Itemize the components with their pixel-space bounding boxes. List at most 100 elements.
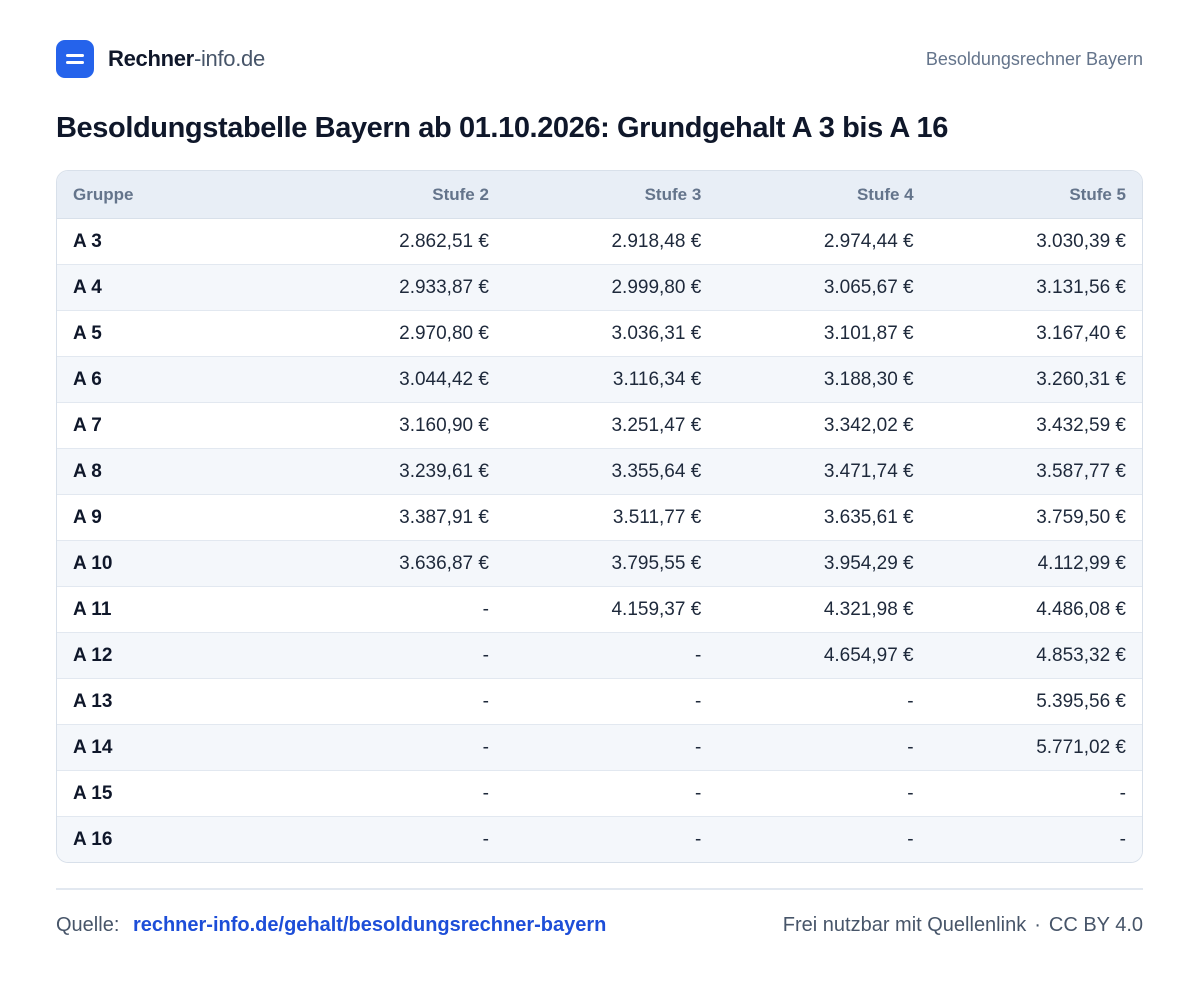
cell-stufe-5: 3.260,31 € (929, 356, 1142, 403)
table-row: A 15- - - - (57, 770, 1142, 817)
cell-stufe-2: 3.239,61 € (292, 448, 505, 495)
cell-gruppe: A 12 (57, 632, 293, 679)
cell-stufe-5: 3.131,56 € (929, 264, 1142, 311)
cell-stufe-5: 3.432,59 € (929, 402, 1142, 449)
footer-divider (56, 888, 1143, 890)
cell-stufe-3: - (504, 816, 718, 862)
cell-stufe-3: 4.159,37 € (504, 586, 718, 633)
brand-name: Rechner-info.de (108, 46, 265, 72)
cell-stufe-4: 3.954,29 € (717, 540, 930, 587)
cell-stufe-5: - (929, 770, 1142, 817)
cell-gruppe: A 4 (57, 264, 293, 311)
column-header-stufe-2: Stufe 2 (292, 171, 505, 219)
table-row: A 10 3.636,87 €3.795,55 €3.954,29 €4.112,… (57, 540, 1142, 587)
cell-stufe-5: 5.395,56 € (929, 678, 1142, 725)
footer: Quelle: rechner-info.de/gehalt/besoldung… (56, 914, 1143, 937)
source: Quelle: rechner-info.de/gehalt/besoldung… (56, 914, 606, 937)
cell-stufe-2: 3.636,87 € (292, 540, 505, 587)
cell-gruppe: A 5 (57, 310, 293, 357)
cell-stufe-5: 4.853,32 € (929, 632, 1142, 679)
table-row: A 12- -4.654,97 €4.853,32 € (57, 632, 1142, 679)
cell-stufe-3: 2.918,48 € (504, 218, 718, 265)
cell-gruppe: A 14 (57, 724, 293, 771)
table-row: A 7 3.160,90 €3.251,47 €3.342,02 €3.432,5… (57, 402, 1142, 449)
cell-stufe-3: - (504, 632, 718, 679)
table-body: A 3 2.862,51 €2.918,48 €2.974,44 €3.030,3… (57, 218, 1142, 862)
cell-stufe-2: 2.970,80 € (292, 310, 505, 357)
cell-gruppe: A 8 (57, 448, 293, 495)
header-right-label: Besoldungsrechner Bayern (925, 48, 1143, 69)
cell-gruppe: A 16 (57, 816, 293, 862)
table-row: A 9 3.387,91 €3.511,77 €3.635,61 €3.759,5… (57, 494, 1142, 541)
cell-stufe-2: - (292, 632, 505, 679)
cell-gruppe: A 15 (57, 770, 293, 817)
cell-gruppe: A 3 (57, 218, 293, 265)
cell-stufe-4: 3.065,67 € (717, 264, 930, 311)
license-text: Frei nutzbar mit Quellenlink (782, 914, 1027, 936)
cell-gruppe: A 6 (57, 356, 293, 403)
logo-bar-bottom (66, 61, 84, 64)
brand-name-light: -info.de (193, 46, 265, 71)
page: Rechner-info.de Besoldungsrechner Bayern… (56, 40, 1143, 937)
table-row: A 6 3.044,42 €3.116,34 €3.188,30 €3.260,3… (57, 356, 1142, 403)
table-row: A 14- - -5.771,02 € (57, 724, 1142, 771)
cell-stufe-5: 3.587,77 € (929, 448, 1142, 495)
cell-stufe-3: - (504, 770, 718, 817)
cell-stufe-2: 3.387,91 € (292, 494, 505, 541)
table-header: Gruppe Stufe 2 Stufe 3 Stufe 4 Stufe 5 (57, 171, 1142, 219)
cell-stufe-3: 3.116,34 € (504, 356, 718, 403)
cell-stufe-2: 2.862,51 € (292, 218, 505, 265)
cell-gruppe: A 10 (57, 540, 293, 587)
cell-stufe-3: - (504, 678, 718, 725)
cell-stufe-5: 3.030,39 € (929, 218, 1142, 265)
brand[interactable]: Rechner-info.de (56, 40, 265, 78)
cell-stufe-5: - (929, 816, 1142, 862)
column-header-stufe-4: Stufe 4 (717, 171, 930, 219)
license-info: Frei nutzbar mit Quellenlink · CC BY 4.0 (783, 914, 1143, 937)
cell-stufe-5: 4.486,08 € (929, 586, 1142, 633)
cell-gruppe: A 13 (57, 678, 293, 725)
table-row: A 11-4.159,37 €4.321,98 €4.486,08 € (57, 586, 1142, 633)
source-link[interactable]: rechner-info.de/gehalt/besoldungsrechner… (132, 914, 607, 936)
cell-stufe-3: 2.999,80 € (504, 264, 718, 311)
salary-table: Gruppe Stufe 2 Stufe 3 Stufe 4 Stufe 5 A… (57, 171, 1142, 862)
cell-stufe-2: 3.044,42 € (292, 356, 505, 403)
column-header-stufe-3: Stufe 3 (504, 171, 718, 219)
cell-stufe-3: 3.511,77 € (504, 494, 718, 541)
cell-stufe-3: 3.795,55 € (504, 540, 718, 587)
column-header-stufe-5: Stufe 5 (929, 171, 1142, 219)
table-row: A 13- - -5.395,56 € (57, 678, 1142, 725)
cell-stufe-4: - (717, 816, 930, 862)
cell-stufe-4: - (717, 724, 930, 771)
license-name: CC BY 4.0 (1048, 914, 1143, 936)
page-title: Besoldungstabelle Bayern ab 01.10.2026: … (56, 112, 948, 144)
cell-stufe-5: 3.759,50 € (929, 494, 1142, 541)
header: Rechner-info.de Besoldungsrechner Bayern (56, 40, 1143, 78)
cell-stufe-2: - (292, 678, 505, 725)
equals-icon (56, 40, 94, 78)
cell-stufe-2: - (292, 816, 505, 862)
cell-stufe-2: - (292, 770, 505, 817)
cell-stufe-5: 4.112,99 € (929, 540, 1142, 587)
cell-stufe-4: - (717, 770, 930, 817)
brand-name-strong: Rechner (108, 46, 194, 71)
cell-gruppe: A 7 (57, 402, 293, 449)
cell-stufe-2: - (292, 586, 505, 633)
cell-stufe-4: 3.101,87 € (717, 310, 930, 357)
table-row: A 3 2.862,51 €2.918,48 €2.974,44 €3.030,3… (57, 218, 1142, 265)
cell-stufe-4: 4.654,97 € (717, 632, 930, 679)
source-label: Quelle: (56, 914, 120, 936)
separator-dot: · (1034, 914, 1041, 936)
table-row: A 5 2.970,80 €3.036,31 €3.101,87 €3.167,4… (57, 310, 1142, 357)
cell-stufe-4: - (717, 678, 930, 725)
cell-stufe-5: 3.167,40 € (929, 310, 1142, 357)
cell-stufe-3: 3.036,31 € (504, 310, 718, 357)
cell-stufe-5: 5.771,02 € (929, 724, 1142, 771)
logo-bar-top (66, 54, 84, 57)
cell-stufe-4: 3.471,74 € (717, 448, 930, 495)
table-row: A 4 2.933,87 €2.999,80 €3.065,67 €3.131,5… (57, 264, 1142, 311)
cell-stufe-2: 3.160,90 € (292, 402, 505, 449)
cell-stufe-3: 3.355,64 € (504, 448, 718, 495)
cell-stufe-4: 3.188,30 € (717, 356, 930, 403)
table-header-row: Gruppe Stufe 2 Stufe 3 Stufe 4 Stufe 5 (57, 171, 1142, 219)
